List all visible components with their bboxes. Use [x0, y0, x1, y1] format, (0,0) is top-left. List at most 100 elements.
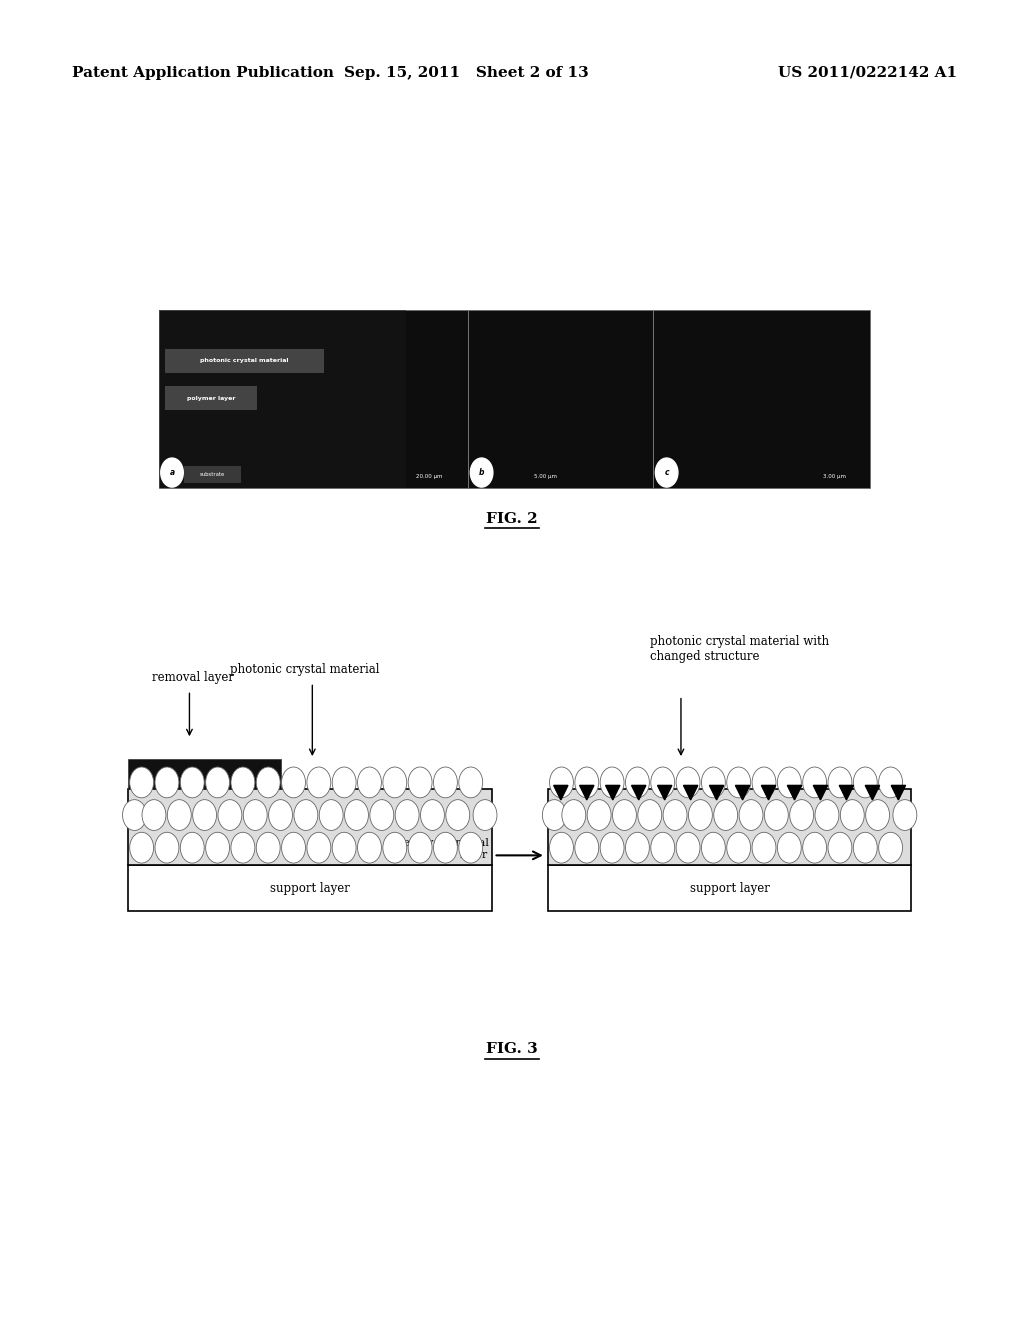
Circle shape: [470, 458, 493, 487]
Circle shape: [383, 767, 407, 797]
Text: photonic crystal material: photonic crystal material: [200, 358, 289, 363]
Text: photonic crystal material: photonic crystal material: [230, 663, 380, 676]
Polygon shape: [735, 785, 750, 800]
Text: Sep. 15, 2011   Sheet 2 of 13: Sep. 15, 2011 Sheet 2 of 13: [343, 66, 589, 79]
Polygon shape: [605, 785, 620, 800]
Circle shape: [357, 833, 381, 863]
Bar: [159, 310, 870, 488]
Circle shape: [600, 833, 624, 863]
Polygon shape: [710, 785, 724, 800]
Circle shape: [664, 800, 687, 830]
Text: Patent Application Publication: Patent Application Publication: [72, 66, 334, 79]
Circle shape: [206, 833, 229, 863]
Circle shape: [651, 833, 675, 863]
Circle shape: [727, 833, 751, 863]
Circle shape: [395, 800, 419, 830]
Circle shape: [370, 800, 394, 830]
Circle shape: [727, 767, 751, 797]
Circle shape: [612, 800, 636, 830]
Circle shape: [543, 800, 566, 830]
Bar: [165, 348, 324, 372]
Circle shape: [803, 833, 826, 863]
Text: FIG. 2: FIG. 2: [486, 512, 538, 525]
Circle shape: [409, 833, 432, 863]
Circle shape: [231, 767, 255, 797]
Circle shape: [180, 833, 204, 863]
Circle shape: [777, 833, 801, 863]
Circle shape: [409, 767, 432, 797]
Circle shape: [714, 800, 737, 830]
Circle shape: [562, 800, 586, 830]
Circle shape: [344, 800, 369, 830]
Circle shape: [332, 833, 356, 863]
Circle shape: [155, 833, 179, 863]
Bar: [548, 866, 911, 911]
Text: 20.00 μm: 20.00 μm: [416, 474, 442, 479]
Circle shape: [421, 800, 444, 830]
Circle shape: [459, 833, 482, 863]
Text: FIG. 3: FIG. 3: [486, 1043, 538, 1056]
Circle shape: [587, 800, 611, 830]
Circle shape: [130, 833, 154, 863]
Text: support layer: support layer: [269, 882, 350, 895]
Circle shape: [130, 767, 154, 797]
Circle shape: [256, 833, 281, 863]
Circle shape: [701, 833, 725, 863]
Circle shape: [383, 833, 407, 863]
Text: 3.00 μm: 3.00 μm: [823, 474, 846, 479]
Circle shape: [155, 767, 179, 797]
Polygon shape: [580, 785, 594, 800]
Circle shape: [828, 833, 852, 863]
Circle shape: [244, 800, 267, 830]
Circle shape: [459, 767, 482, 797]
Polygon shape: [787, 785, 802, 800]
Circle shape: [828, 767, 852, 797]
Text: substrate: substrate: [200, 473, 225, 477]
Circle shape: [167, 800, 191, 830]
Text: a: a: [169, 469, 175, 477]
Circle shape: [307, 833, 331, 863]
Circle shape: [180, 767, 204, 797]
Circle shape: [123, 800, 146, 830]
Bar: [128, 759, 281, 789]
Circle shape: [357, 767, 381, 797]
Circle shape: [777, 767, 801, 797]
Circle shape: [752, 767, 776, 797]
Bar: [128, 866, 492, 911]
Circle shape: [231, 833, 255, 863]
Circle shape: [332, 767, 356, 797]
Text: c: c: [665, 469, 669, 477]
Bar: [159, 310, 407, 488]
Circle shape: [739, 800, 763, 830]
Circle shape: [574, 767, 599, 797]
Text: remove removal
layer: remove removal layer: [397, 838, 488, 859]
Circle shape: [319, 800, 343, 830]
Circle shape: [256, 767, 281, 797]
Circle shape: [433, 767, 458, 797]
Circle shape: [626, 767, 649, 797]
Circle shape: [752, 833, 776, 863]
Circle shape: [433, 833, 458, 863]
Circle shape: [651, 767, 675, 797]
Circle shape: [676, 767, 700, 797]
Polygon shape: [813, 785, 827, 800]
Text: polymer layer: polymer layer: [186, 396, 236, 400]
Bar: [128, 789, 492, 866]
Circle shape: [803, 767, 826, 797]
Text: support layer: support layer: [689, 882, 770, 895]
Circle shape: [790, 800, 814, 830]
Polygon shape: [762, 785, 776, 800]
Circle shape: [161, 458, 183, 487]
Circle shape: [307, 767, 331, 797]
Circle shape: [550, 767, 573, 797]
Bar: [165, 387, 257, 411]
Circle shape: [853, 833, 878, 863]
Polygon shape: [683, 785, 697, 800]
Circle shape: [142, 800, 166, 830]
Circle shape: [638, 800, 662, 830]
Circle shape: [294, 800, 317, 830]
Circle shape: [473, 800, 497, 830]
Circle shape: [206, 767, 229, 797]
Circle shape: [893, 800, 916, 830]
Circle shape: [600, 767, 624, 797]
